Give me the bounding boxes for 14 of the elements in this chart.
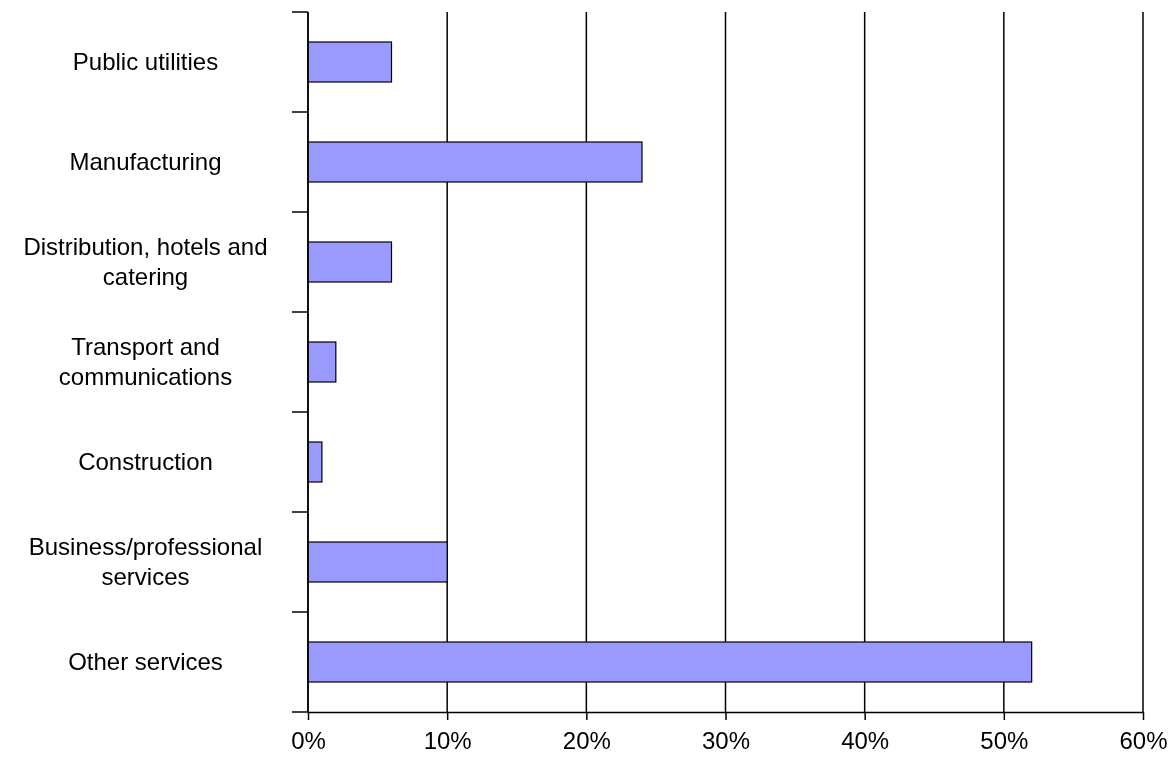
y-tick-label: Public utilities bbox=[72, 48, 219, 76]
y-tick-label: Transport and communications bbox=[58, 333, 233, 391]
y-tick-label: Business/professional services bbox=[28, 533, 263, 591]
y-tick-label: Distribution, hotels and catering bbox=[23, 233, 268, 291]
x-tick-label: 20% bbox=[562, 727, 611, 755]
x-tick-label: 10% bbox=[423, 727, 472, 755]
y-tick-label: Other services bbox=[68, 648, 223, 676]
x-tick-label: 60% bbox=[1119, 727, 1168, 755]
y-tick-label: Manufacturing bbox=[69, 148, 222, 176]
x-tick-label: 40% bbox=[841, 727, 890, 755]
x-tick-label: 30% bbox=[701, 727, 751, 755]
x-tick-label: 0% bbox=[291, 727, 326, 755]
x-tick-label: 50% bbox=[980, 727, 1029, 755]
y-tick-label: Construction bbox=[78, 448, 213, 476]
